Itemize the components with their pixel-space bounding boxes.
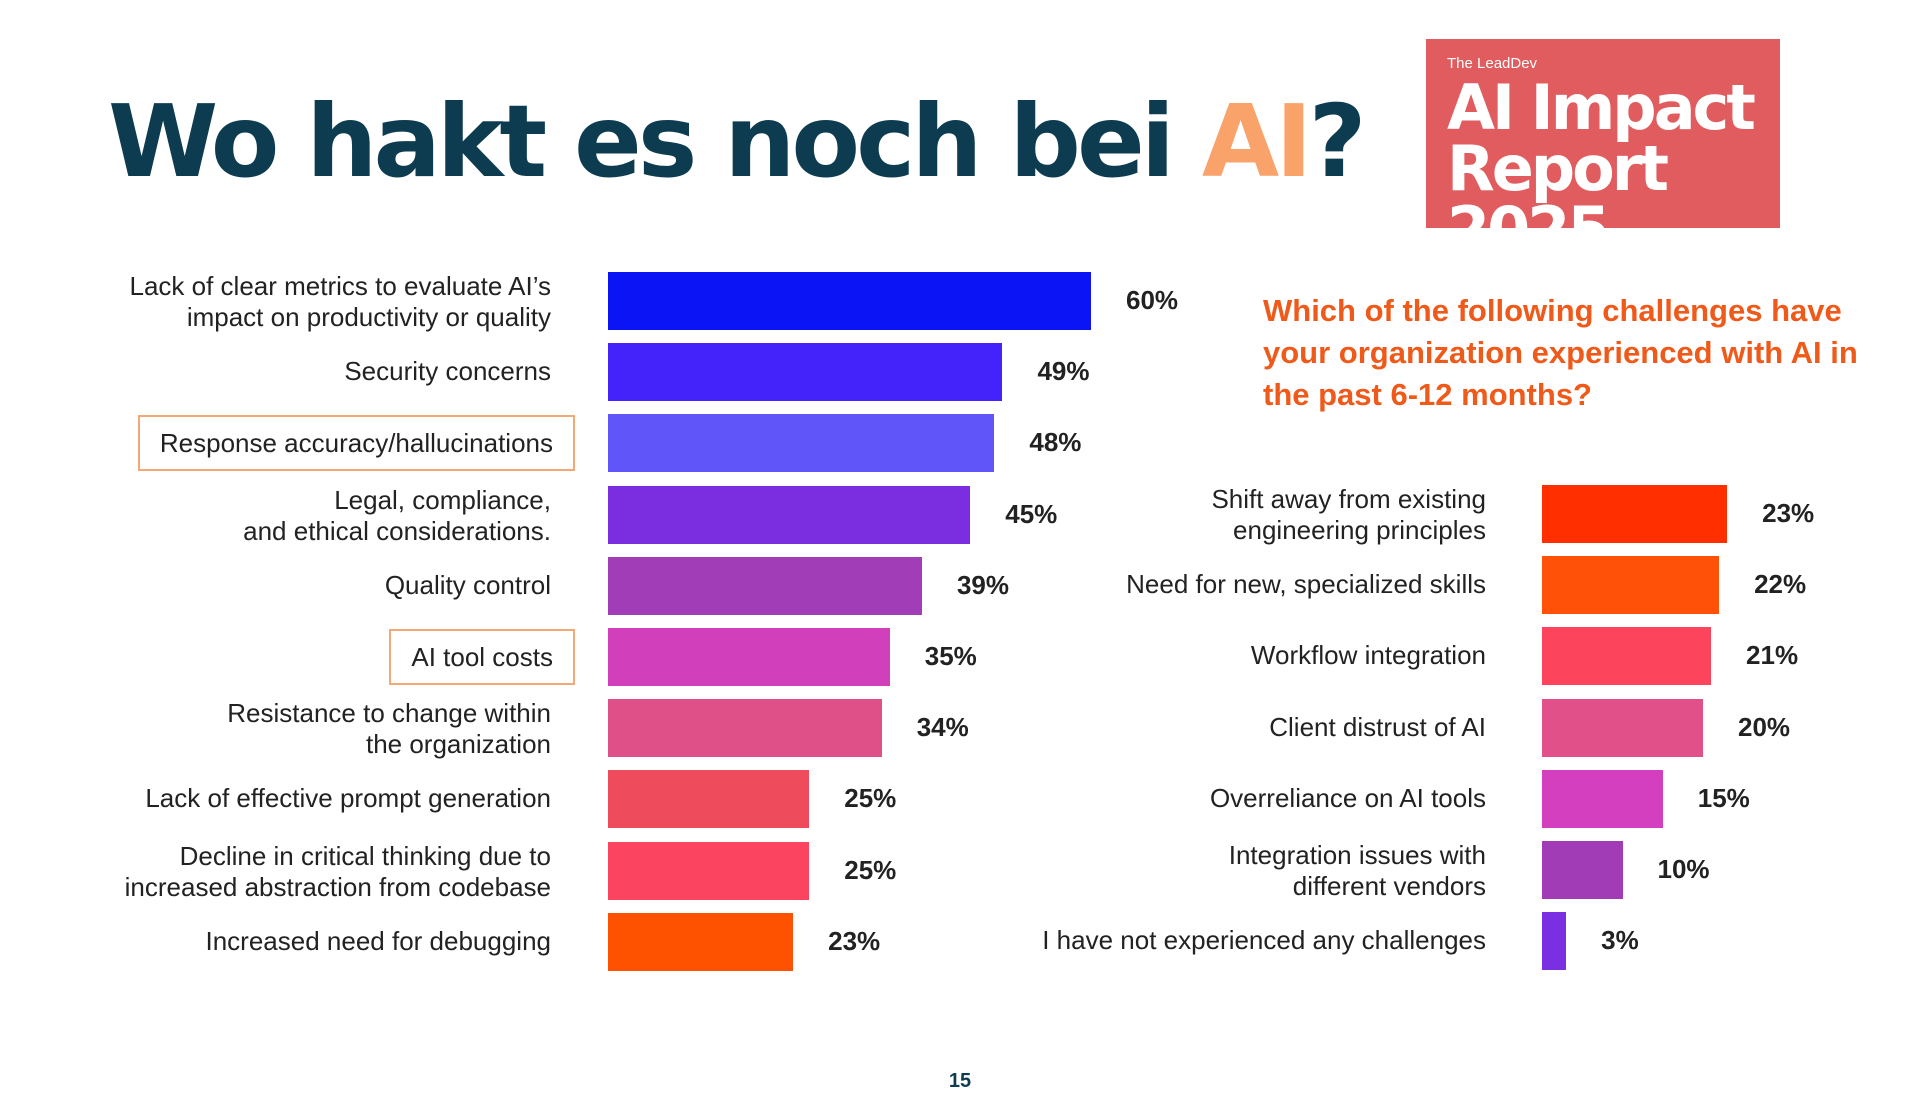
- badge-title-line1: AI Impact: [1447, 71, 1756, 144]
- left-value-label: 35%: [924, 641, 977, 671]
- left-value-label: 25%: [844, 783, 897, 814]
- right-value-label: 3%: [1601, 925, 1639, 956]
- badge-title-line2: Report 2025: [1447, 131, 1669, 266]
- left-category-label: Security concerns: [344, 356, 551, 387]
- right-bar: [1542, 556, 1720, 615]
- left-value-label: 23%: [828, 925, 881, 956]
- survey-question: Which of the following challenges have y…: [1263, 293, 1858, 412]
- left-bar: [608, 556, 922, 615]
- left-category-label: Legal, compliance, and ethical considera…: [243, 484, 551, 546]
- right-value-label: 22%: [1754, 569, 1807, 600]
- right-bar: [1542, 769, 1663, 828]
- right-value-label: 15%: [1697, 782, 1750, 813]
- left-value-label: 48%: [1029, 427, 1082, 458]
- left-bar: [608, 770, 810, 829]
- page-number: 15: [948, 1070, 972, 1092]
- left-category-label: Quality control: [384, 569, 551, 600]
- left-bar: [608, 272, 1091, 330]
- left-category-label: Response accuracy/hallucinations: [137, 415, 575, 472]
- right-category-label: Client distrust of AI: [1269, 711, 1486, 742]
- left-category-label: Increased need for debugging: [205, 925, 552, 956]
- report-badge: The LeadDev AI Impact Report 2025: [1426, 39, 1780, 260]
- right-bar: [1542, 912, 1567, 971]
- left-bar: [608, 414, 995, 473]
- page-title: Wo hakt es noch bei AI?: [108, 92, 1367, 192]
- right-category-label: Need for new, specialized skills: [1126, 569, 1486, 600]
- left-value-label: 49%: [1037, 356, 1090, 387]
- left-category-label: Resistance to change within the organiza…: [227, 698, 551, 760]
- badge-publisher: The LeadDev: [1447, 55, 1538, 72]
- right-bar: [1542, 841, 1623, 899]
- left-bar: [608, 628, 890, 686]
- left-bar: [608, 841, 810, 900]
- left-bar: [608, 485, 971, 544]
- left-bar: [608, 912, 794, 971]
- left-value-label: 45%: [1005, 498, 1058, 529]
- right-value-label: 21%: [1746, 640, 1799, 671]
- title-end: ?: [1308, 83, 1367, 200]
- left-value-label: 25%: [844, 854, 897, 885]
- left-value-label: 39%: [956, 569, 1009, 600]
- right-category-label: Overreliance on AI tools: [1209, 782, 1486, 813]
- left-value-label: 60%: [1126, 285, 1179, 315]
- right-bar: [1542, 627, 1712, 686]
- right-bar: [1542, 698, 1703, 757]
- right-category-label: Integration issues with different vendor…: [1228, 840, 1486, 901]
- right-value-label: 10%: [1657, 854, 1710, 884]
- right-category-label: Shift away from existing engineering pri…: [1211, 484, 1486, 545]
- right-category-label: I have not experienced any challenges: [1042, 925, 1486, 956]
- title-accent: AI: [1201, 83, 1313, 200]
- left-value-label: 34%: [916, 712, 969, 743]
- right-category-label: Workflow integration: [1250, 640, 1486, 671]
- left-category-label: AI tool costs: [389, 629, 575, 685]
- left-bar: [608, 699, 882, 758]
- badge-title: AI Impact Report 2025: [1447, 71, 1780, 266]
- left-category-label: Lack of clear metrics to evaluate AI’s i…: [129, 271, 552, 332]
- right-bar: [1542, 485, 1728, 543]
- left-category-label: Lack of effective prompt generation: [145, 783, 551, 814]
- left-bar: [608, 343, 1003, 402]
- right-value-label: 23%: [1762, 498, 1815, 528]
- title-main: Wo hakt es noch bei: [108, 83, 1202, 200]
- right-value-label: 20%: [1738, 711, 1791, 742]
- left-category-label: Decline in critical thinking due to incr…: [124, 840, 551, 902]
